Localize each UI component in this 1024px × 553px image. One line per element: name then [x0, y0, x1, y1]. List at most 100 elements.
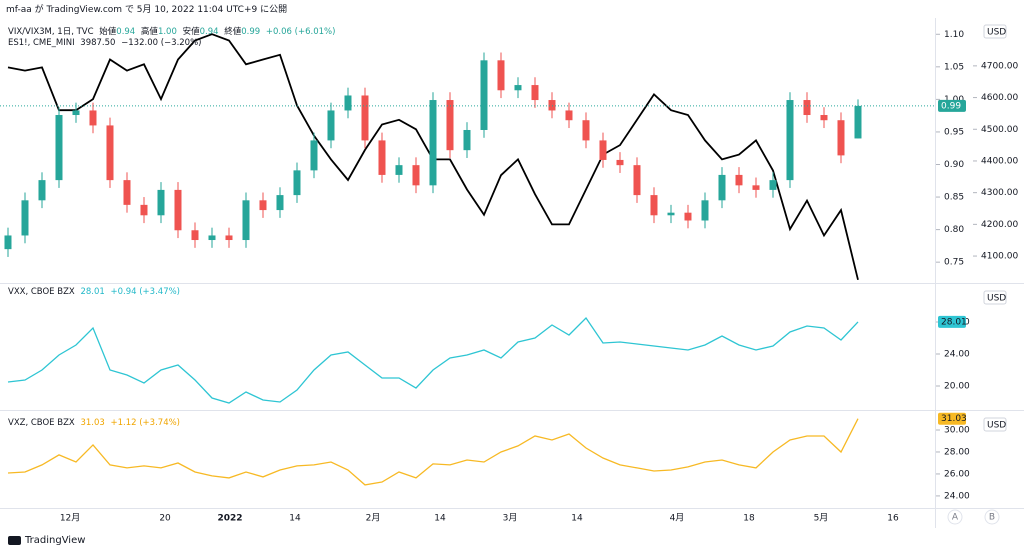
candle-body	[684, 212, 692, 221]
x-tick-label: 16	[887, 514, 899, 524]
candle-body	[242, 200, 250, 241]
y-tick-label: 4300.00	[981, 188, 1018, 198]
candle-body	[497, 60, 505, 91]
candle-body	[616, 159, 624, 166]
y-tick-label: 4200.00	[981, 220, 1018, 230]
candle-body	[769, 180, 777, 190]
currency-label: USD	[987, 421, 1006, 431]
candle-body	[4, 235, 12, 250]
legend-value: 1.00	[157, 27, 177, 37]
y-tick-label: 0.90	[944, 160, 964, 170]
footer: TradingView	[8, 535, 85, 546]
candle-body	[735, 174, 743, 186]
y-tick-label: 24.00	[944, 491, 970, 501]
y-tick-label: 1.05	[944, 62, 964, 72]
x-tick-label: 12月	[60, 513, 80, 524]
candle-body	[310, 140, 318, 171]
candle-body	[463, 129, 471, 151]
button-label[interactable]: A	[952, 513, 959, 523]
candle-body	[174, 189, 182, 231]
candle-body	[582, 120, 590, 141]
candle-body	[293, 170, 301, 196]
line-series	[7, 316, 859, 404]
legend: VXZ, CBOE BZX 31.03 +1.12 (+3.74%)	[8, 418, 183, 428]
legend-label: 終値	[224, 27, 242, 37]
candle-body	[565, 110, 573, 121]
candle-body	[701, 200, 709, 221]
y-tick-label: 24.00	[944, 350, 970, 360]
candle-body	[854, 105, 862, 139]
y-tick-label: 0.80	[944, 225, 964, 235]
candle-body	[752, 185, 760, 190]
legend-change: +0.06 (+6.01%)	[265, 27, 336, 37]
candle-body	[429, 100, 437, 186]
candle-body	[259, 200, 267, 211]
currency-label: USD	[987, 28, 1006, 38]
candle-body	[480, 60, 488, 130]
y-tick-label: 20.00	[944, 382, 970, 392]
x-tick-label: 14	[289, 514, 301, 524]
x-tick-label: 18	[743, 514, 755, 524]
candle-body	[667, 212, 675, 216]
button[interactable]	[984, 509, 1000, 525]
y-tick-label: 4500.00	[981, 125, 1018, 135]
candle-body	[157, 189, 165, 216]
legend-value: 0.94	[199, 27, 219, 37]
legend: VIX/VIX3M, 1日, TVC 始値0.94 高値1.00 安値0.94 …	[8, 25, 338, 37]
legend-title: VIX/VIX3M, 1日, TVC	[8, 27, 94, 37]
candle-body	[225, 235, 233, 241]
candle-body	[718, 174, 726, 201]
button-label[interactable]: B	[989, 513, 995, 523]
y-tick-label: 1.10	[944, 30, 964, 40]
candle-body	[548, 100, 556, 111]
y-tick-label: 4400.00	[981, 156, 1018, 166]
price-label-box	[938, 99, 966, 112]
x-tick-label: 14	[434, 514, 446, 524]
legend-title: VXX, CBOE BZX	[8, 287, 75, 297]
price-label-box	[938, 412, 966, 425]
legend: ES1!, CME_MINI 3987.50 −132.00 (−3.20%)	[8, 38, 204, 48]
currency-label: USD	[987, 294, 1006, 304]
legend-value: 0.94	[116, 27, 136, 37]
y-tick-label: 4700.00	[981, 61, 1018, 71]
x-tick-label: 2月	[366, 513, 381, 524]
candle-body	[21, 200, 29, 236]
legend-value: 28.01	[80, 287, 105, 297]
footer-text: TradingView	[25, 535, 86, 546]
candle-body	[55, 115, 63, 181]
legend-label: 高値	[140, 27, 158, 37]
price-label: 28.01	[941, 317, 967, 327]
candle-body	[72, 110, 80, 116]
y-tick-label: 0.85	[944, 193, 964, 203]
legend-title: ES1!, CME_MINI	[8, 38, 75, 48]
currency-box	[983, 24, 1007, 39]
y-tick-label: 0.95	[944, 127, 964, 137]
candle-body	[446, 100, 454, 151]
price-label: 0.99	[941, 101, 961, 111]
candle-body	[412, 165, 420, 186]
legend-value: 31.03	[80, 418, 105, 428]
header: mf-aa が TradingView.com で 5月 10, 2022 11…	[6, 5, 288, 15]
legend-title: VXZ, CBOE BZX	[8, 418, 75, 428]
y-tick-label: 1.00	[944, 95, 964, 105]
candle-body	[106, 125, 114, 181]
candle-body	[531, 85, 539, 101]
candle-body	[786, 100, 794, 181]
button[interactable]	[947, 509, 963, 525]
currency-box	[983, 417, 1007, 432]
legend-value: 3987.50	[80, 38, 116, 48]
candle-body	[38, 180, 46, 201]
x-tick-label: 2022	[217, 514, 242, 524]
candle-body	[361, 95, 369, 141]
legend: VXX, CBOE BZX 28.01 +0.94 (+3.47%)	[8, 287, 183, 297]
legend-change: +0.94 (+3.47%)	[110, 287, 180, 297]
legend-label: 始値	[99, 27, 117, 37]
candle-body	[633, 165, 641, 196]
candle-body	[89, 110, 97, 126]
legend-change: +1.12 (+3.74%)	[110, 418, 180, 428]
y-tick-label: 0.75	[944, 258, 964, 268]
candle-body	[395, 165, 403, 175]
y-tick-label: 4600.00	[981, 93, 1018, 103]
candle-body	[514, 85, 522, 91]
